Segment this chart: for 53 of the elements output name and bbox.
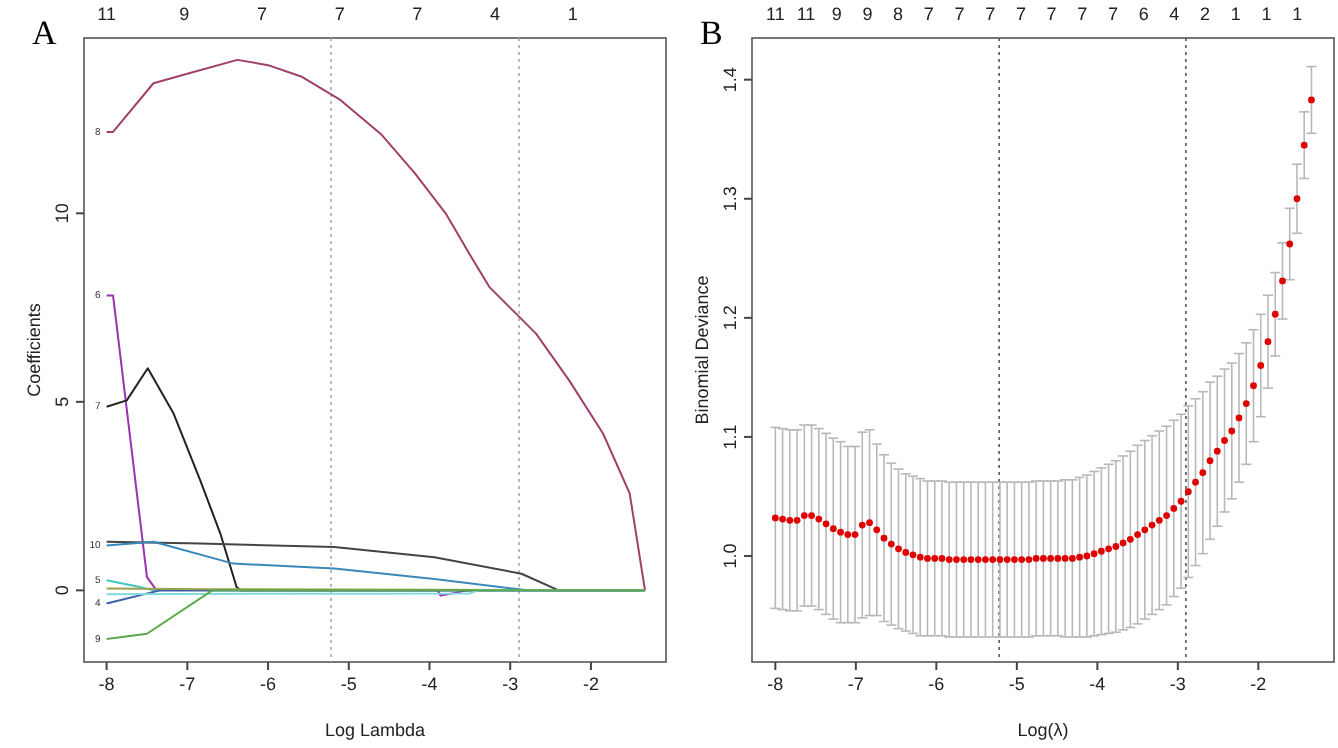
- x-tick-label: -2: [582, 674, 599, 694]
- y-tick-label: 1.3: [720, 186, 740, 212]
- y-tick-label: 10: [52, 203, 72, 224]
- y-tick-label: 1.4: [720, 67, 740, 93]
- x-tick-label: -6: [260, 674, 277, 694]
- text: 7: [1107, 4, 1119, 24]
- x-tick-label: -8: [98, 674, 115, 694]
- x-tick-label: -5: [1008, 674, 1025, 694]
- y-tick-label: 5: [52, 396, 72, 407]
- y-tick-label: 1.0: [720, 543, 740, 569]
- y-tick-label: 1.2: [720, 305, 740, 331]
- x-tick-label: -5: [340, 674, 357, 694]
- x-tick-label: -6: [928, 674, 945, 694]
- y-axis-title: Binomial Deviance: [692, 275, 712, 425]
- text: 7: [1077, 4, 1088, 24]
- text: 2: [1200, 4, 1211, 24]
- chart-title: B: [700, 14, 723, 52]
- y-tick-label: 0: [52, 585, 72, 596]
- x-tick-label: -4: [421, 674, 438, 694]
- text: 7: [334, 4, 345, 24]
- text: 7: [1015, 4, 1026, 24]
- x-axis-title: Log(λ): [1017, 720, 1069, 740]
- x-tick-label: -3: [1169, 674, 1186, 694]
- text: 1: [1261, 4, 1272, 24]
- x-tick-label: -7: [847, 674, 864, 694]
- text: 1: [567, 4, 578, 24]
- text: 7: [985, 4, 996, 24]
- text: 11: [97, 4, 116, 24]
- text: 7: [923, 4, 934, 24]
- chart-title: A: [32, 14, 58, 52]
- text: 11: [766, 4, 785, 24]
- text: 11: [796, 4, 816, 24]
- x-tick-label: -2: [1250, 674, 1267, 694]
- text: 4: [1169, 4, 1180, 24]
- text: 1: [1292, 4, 1303, 24]
- text: 9: [831, 4, 842, 24]
- text: 9: [179, 4, 190, 24]
- x-tick-label: -7: [179, 674, 196, 694]
- x-tick-label: -4: [1089, 674, 1106, 694]
- text: 6: [1138, 4, 1149, 24]
- text: 9: [862, 4, 873, 24]
- text: 1: [1230, 4, 1241, 24]
- x-axis-title: Log Lambda: [324, 720, 426, 740]
- text: 7: [1046, 4, 1057, 24]
- text: 7: [412, 4, 423, 24]
- x-tick-label: -3: [502, 674, 519, 694]
- text: 7: [954, 4, 965, 24]
- y-tick-label: 1.1: [720, 424, 740, 450]
- text: 7: [256, 4, 268, 24]
- x-tick-label: -8: [767, 674, 784, 694]
- y-axis-title: Coefficients: [24, 302, 44, 397]
- text: 4: [490, 4, 501, 24]
- text: 8: [893, 4, 904, 24]
